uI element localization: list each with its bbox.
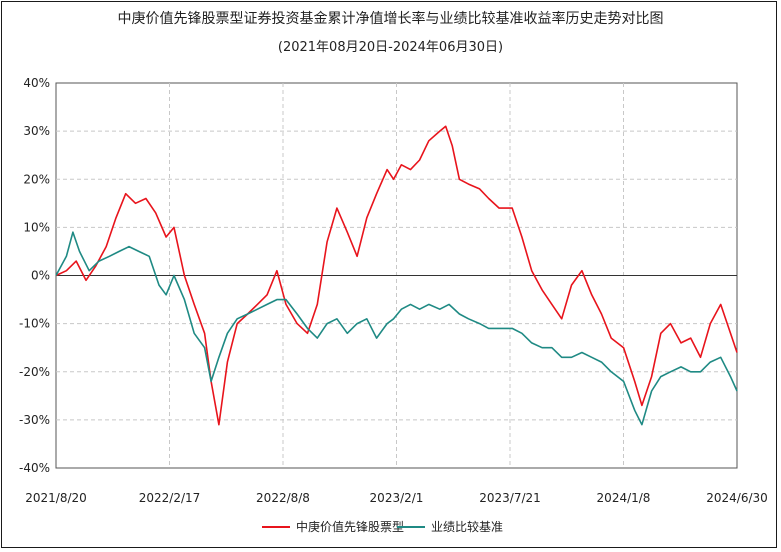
y-tick-label: -20% (19, 365, 50, 379)
series-line-1 (55, 231, 738, 426)
x-tick-label: 2024/1/8 (597, 491, 651, 505)
legend-label-1: 业绩比较基准 (431, 519, 503, 534)
x-tick-label: 2022/8/8 (256, 491, 310, 505)
series-line-0 (55, 125, 738, 426)
y-tick-label: -40% (19, 461, 50, 475)
y-tick-label: -10% (19, 317, 50, 331)
legend-label-0: 中庚价值先锋股票型 (296, 519, 404, 534)
y-tick-label: -30% (19, 413, 50, 427)
y-tick-label: 10% (23, 220, 50, 234)
x-tick-label: 2024/6/30 (706, 491, 768, 505)
x-tick-label: 2021/8/20 (25, 491, 87, 505)
y-tick-label: 40% (23, 76, 50, 90)
chart-subtitle: (2021年08月20日-2024年06月30日) (277, 40, 504, 55)
y-tick-label: 30% (23, 124, 50, 138)
y-tick-label: 0% (31, 269, 50, 283)
x-tick-label: 2022/2/17 (139, 491, 201, 505)
x-tick-label: 2023/2/1 (370, 491, 424, 505)
x-tick-label: 2023/7/21 (479, 491, 541, 505)
y-tick-label: 20% (23, 172, 50, 186)
series-lines (55, 125, 738, 426)
y-axis-ticks: 40% 30% 20% 10% 0% -10% -20% -30% -40% (19, 76, 50, 475)
chart-title: 中庚价值先锋股票型证券投资基金累计净值增长率与业绩比较基准收益率历史走势对比图 (117, 11, 664, 27)
x-axis-ticks: 2021/8/20 2022/2/17 2022/8/8 2023/2/1 2023/7… (25, 491, 768, 505)
legend: 中庚价值先锋股票型 业绩比较基准 (262, 519, 503, 534)
